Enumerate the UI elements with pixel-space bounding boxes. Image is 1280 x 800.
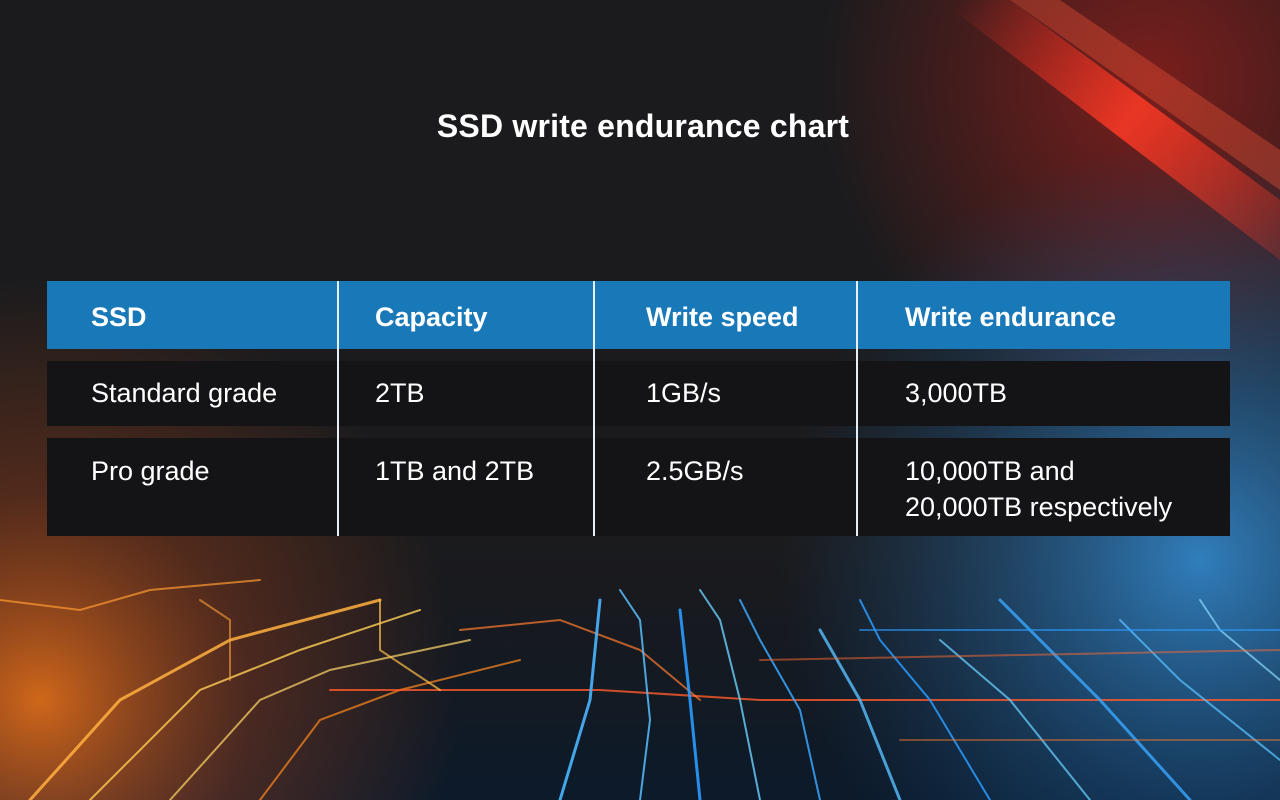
table-cell-write-speed: 1GB/s [646, 378, 722, 408]
header-cell-write-endurance: Write endurance [905, 302, 1117, 332]
column-divider [593, 281, 595, 536]
table-cell-write-endurance: 10,000TB and 20,000TB respectively [905, 456, 1173, 522]
table-cell-capacity: 1TB and 2TB [375, 456, 535, 486]
table-row: Standard grade 2TB 1GB/s 3,000TB [47, 361, 1230, 426]
column-divider [856, 281, 858, 536]
table-cell-capacity: 2TB [375, 378, 425, 408]
table-cell-write-endurance: 3,000TB [905, 378, 1008, 408]
table-row: Pro grade 1TB and 2TB 2.5GB/s 10,000TB a… [47, 438, 1230, 536]
header-cell-write-speed: Write speed [646, 302, 799, 332]
column-divider [337, 281, 339, 536]
header-cell-ssd: SSD [91, 302, 147, 332]
endurance-table: SSD Capacity Write speed Write endurance… [47, 281, 1230, 536]
table-cell-ssd: Pro grade [91, 456, 210, 486]
chart-title: SSD write endurance chart [436, 108, 850, 144]
table-cell-write-speed: 2.5GB/s [646, 456, 744, 486]
table-cell-ssd: Standard grade [91, 378, 278, 408]
table-header-row: SSD Capacity Write speed Write endurance [47, 281, 1230, 349]
header-cell-capacity: Capacity [375, 302, 488, 332]
